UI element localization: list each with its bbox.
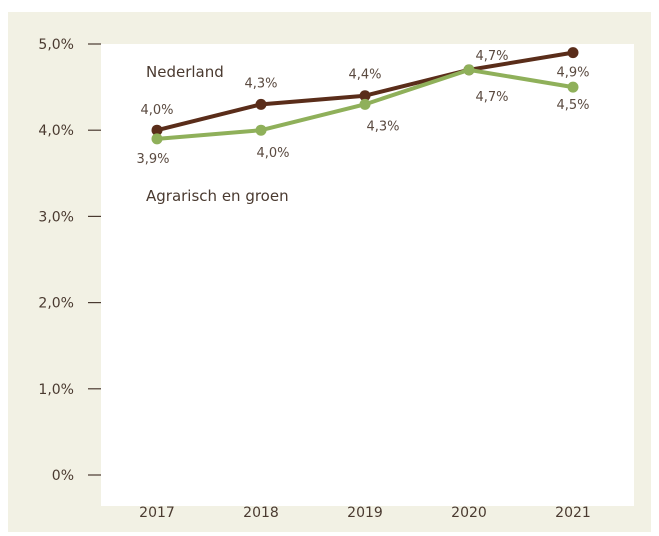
x-axis: 2017 2018 2019 2020 2021	[139, 505, 591, 521]
data-point	[255, 98, 267, 110]
y-tick-label: 0%	[52, 468, 74, 484]
data-label: 4,7%	[475, 90, 508, 105]
y-axis: 0% 1,0% 2,0% 3,0% 4,0% 5,0%	[38, 37, 101, 484]
data-point	[151, 124, 163, 136]
data-label: 4,0%	[256, 146, 289, 161]
x-tick-label: 2020	[451, 505, 487, 521]
data-point	[255, 124, 267, 136]
series-lines	[151, 47, 579, 145]
data-point	[359, 90, 371, 102]
x-tick-label: 2018	[243, 505, 279, 521]
data-point	[359, 98, 371, 110]
y-tick-label: 4,0%	[38, 123, 74, 139]
data-point	[567, 81, 579, 93]
x-tick-label: 2019	[347, 505, 383, 521]
data-label: 4,5%	[556, 98, 589, 113]
y-tick-label: 3,0%	[38, 209, 74, 225]
series-label-nederland: Nederland	[146, 63, 224, 81]
data-label: 4,4%	[348, 68, 381, 83]
y-tick-label: 5,0%	[38, 37, 74, 53]
series-label-agrarisch: Agrarisch en groen	[146, 187, 289, 205]
data-labels: 4,0% 4,3% 4,4% 4,7% 4,9% 3,9% 4,0% 4,3% 4,7% 4,5%	[136, 49, 589, 167]
data-point	[567, 47, 579, 59]
x-tick-label: 2017	[139, 505, 175, 521]
data-label: 4,3%	[244, 76, 277, 91]
data-label: 4,3%	[366, 119, 399, 134]
y-tick-label: 2,0%	[38, 296, 74, 312]
data-point	[463, 64, 475, 76]
data-label: 4,0%	[140, 103, 173, 118]
plot-area	[101, 44, 634, 506]
data-label: 4,9%	[556, 66, 589, 81]
data-label: 3,9%	[136, 152, 169, 167]
data-point	[151, 133, 163, 145]
data-label: 4,7%	[475, 49, 508, 64]
x-tick-label: 2021	[555, 505, 591, 521]
y-tick-label: 1,0%	[38, 382, 74, 398]
